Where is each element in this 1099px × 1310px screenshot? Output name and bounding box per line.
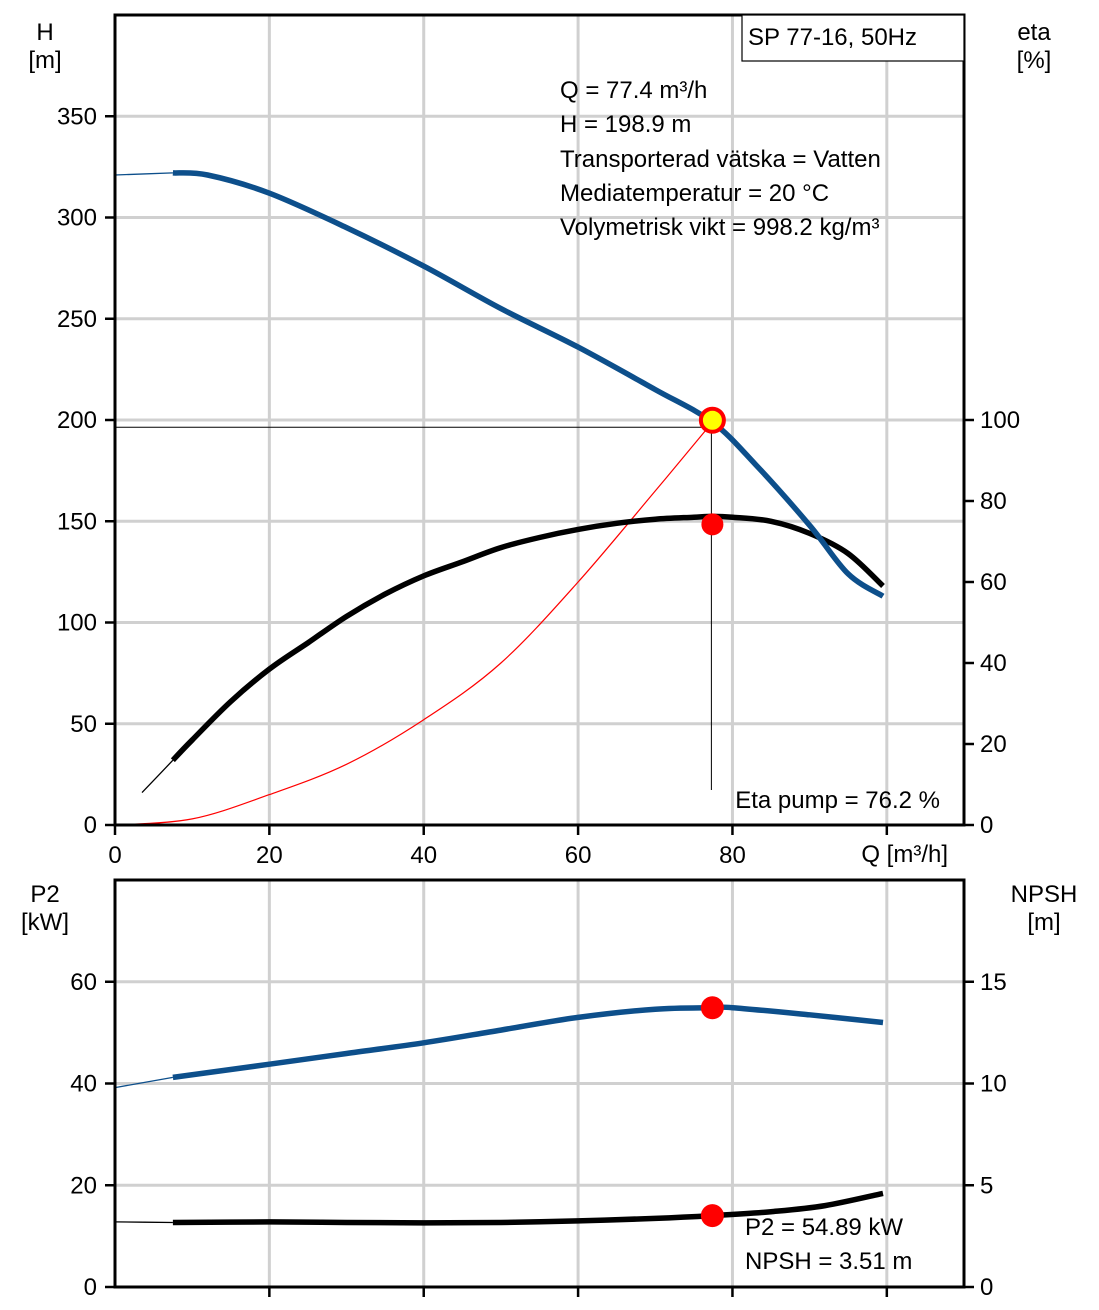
head-axis-unit: [m]: [28, 47, 61, 74]
power-curve-line: [172, 1004, 884, 1081]
eta-extrapolated-line: [141, 759, 174, 794]
bottom-ytick-label-60: 60: [70, 969, 97, 996]
head-axis-label: H: [36, 19, 53, 46]
power-npsh-chart: 0 20 40 60 0 5 10 15 P2 [kW] NPSH [m] P2 = 54.8…: [21, 878, 1078, 1301]
top-ytick-label-300: 300: [57, 205, 97, 232]
top-ytick-label-50: 50: [70, 711, 97, 738]
bottom-curves: [114, 996, 884, 1228]
annotation-temperature: Mediatemperatur = 20 °C: [560, 180, 829, 207]
top-ytick-label-0: 0: [84, 812, 97, 839]
power-axis-label: P2: [30, 881, 59, 908]
top-y2tick-label-80: 80: [980, 488, 1007, 515]
power-extrapolated-line: [114, 1076, 174, 1089]
top-y2tick-label-20: 20: [980, 731, 1007, 758]
top-y2tick-label-0: 0: [980, 812, 993, 839]
top-ytick-label-150: 150: [57, 508, 97, 535]
top-xtick-label-60: 60: [565, 842, 592, 869]
bottom-y2tick-label-15: 15: [980, 969, 1007, 996]
bottom-ytick-label-0: 0: [84, 1274, 97, 1301]
top-curves: [114, 170, 885, 826]
power-axis-unit: [kW]: [21, 909, 69, 936]
top-ytick-label-250: 250: [57, 306, 97, 333]
eta-axis-unit: [%]: [1017, 47, 1052, 74]
npsh-operating-point: [700, 1204, 724, 1228]
top-ytick-label-100: 100: [57, 610, 97, 637]
top-y2tick-label-100: 100: [980, 407, 1020, 434]
top-axis-ticks: 0 20 40 60 80 0 50 100 150 200 250 300 350 0 20 40 60 80 1…: [57, 103, 1020, 869]
annotation-npsh: NPSH = 3.51 m: [745, 1248, 912, 1275]
annotation-eta: Eta pump = 76.2 %: [735, 787, 940, 814]
top-ytick-label-200: 200: [57, 407, 97, 434]
top-ytick-label-350: 350: [57, 103, 97, 130]
npsh-axis-label: NPSH: [1011, 881, 1078, 908]
head-operating-point: [698, 406, 726, 434]
bottom-ytick-label-20: 20: [70, 1172, 97, 1199]
top-y2tick-label-40: 40: [980, 650, 1007, 677]
flow-axis-label: Q [m³/h]: [861, 841, 948, 868]
npsh-curve-line: [172, 1190, 884, 1226]
npsh-axis-unit: [m]: [1027, 909, 1060, 936]
bottom-grid: [115, 880, 964, 1287]
npsh-extrapolated-line: [114, 1221, 173, 1224]
power-operating-point: [700, 996, 724, 1020]
top-xtick-label-80: 80: [719, 842, 746, 869]
top-xtick-label-0: 0: [108, 842, 121, 869]
eta-operating-point: [701, 513, 724, 536]
bottom-y2tick-label-10: 10: [980, 1071, 1007, 1098]
bottom-y2tick-label-5: 5: [980, 1172, 993, 1199]
head-efficiency-chart: 0 20 40 60 80 0 50 100 150 200 250 300 350 0 20 40 60 80 1…: [28, 13, 1052, 869]
head-extrapolated-line: [114, 172, 173, 176]
chart-title: SP 77-16, 50Hz: [748, 24, 917, 51]
system-curve-line: [114, 421, 713, 826]
eta-axis-label: eta: [1017, 19, 1051, 46]
annotation-head: H = 198.9 m: [560, 111, 691, 138]
top-xtick-label-40: 40: [410, 842, 437, 869]
top-grid: [115, 15, 964, 825]
annotation-density: Volymetrisk vikt = 998.2 kg/m³: [560, 214, 879, 241]
bottom-y2tick-label-0: 0: [980, 1274, 993, 1301]
title-box: SP 77-16, 50Hz: [741, 14, 965, 62]
top-xtick-label-20: 20: [256, 842, 283, 869]
annotation-fluid: Transporterad vätska = Vatten: [560, 146, 881, 173]
annotation-flow: Q = 77.4 m³/h: [560, 77, 707, 104]
bottom-ytick-label-40: 40: [70, 1071, 97, 1098]
title-frame: [741, 14, 965, 62]
eta-curve-line: [170, 513, 885, 763]
annotation-power: P2 = 54.89 kW: [745, 1214, 903, 1241]
top-y2tick-label-60: 60: [980, 569, 1007, 596]
head-curve-line: [172, 170, 885, 599]
bottom-axis-ticks: 0 20 40 60 0 5 10 15: [70, 969, 1006, 1301]
